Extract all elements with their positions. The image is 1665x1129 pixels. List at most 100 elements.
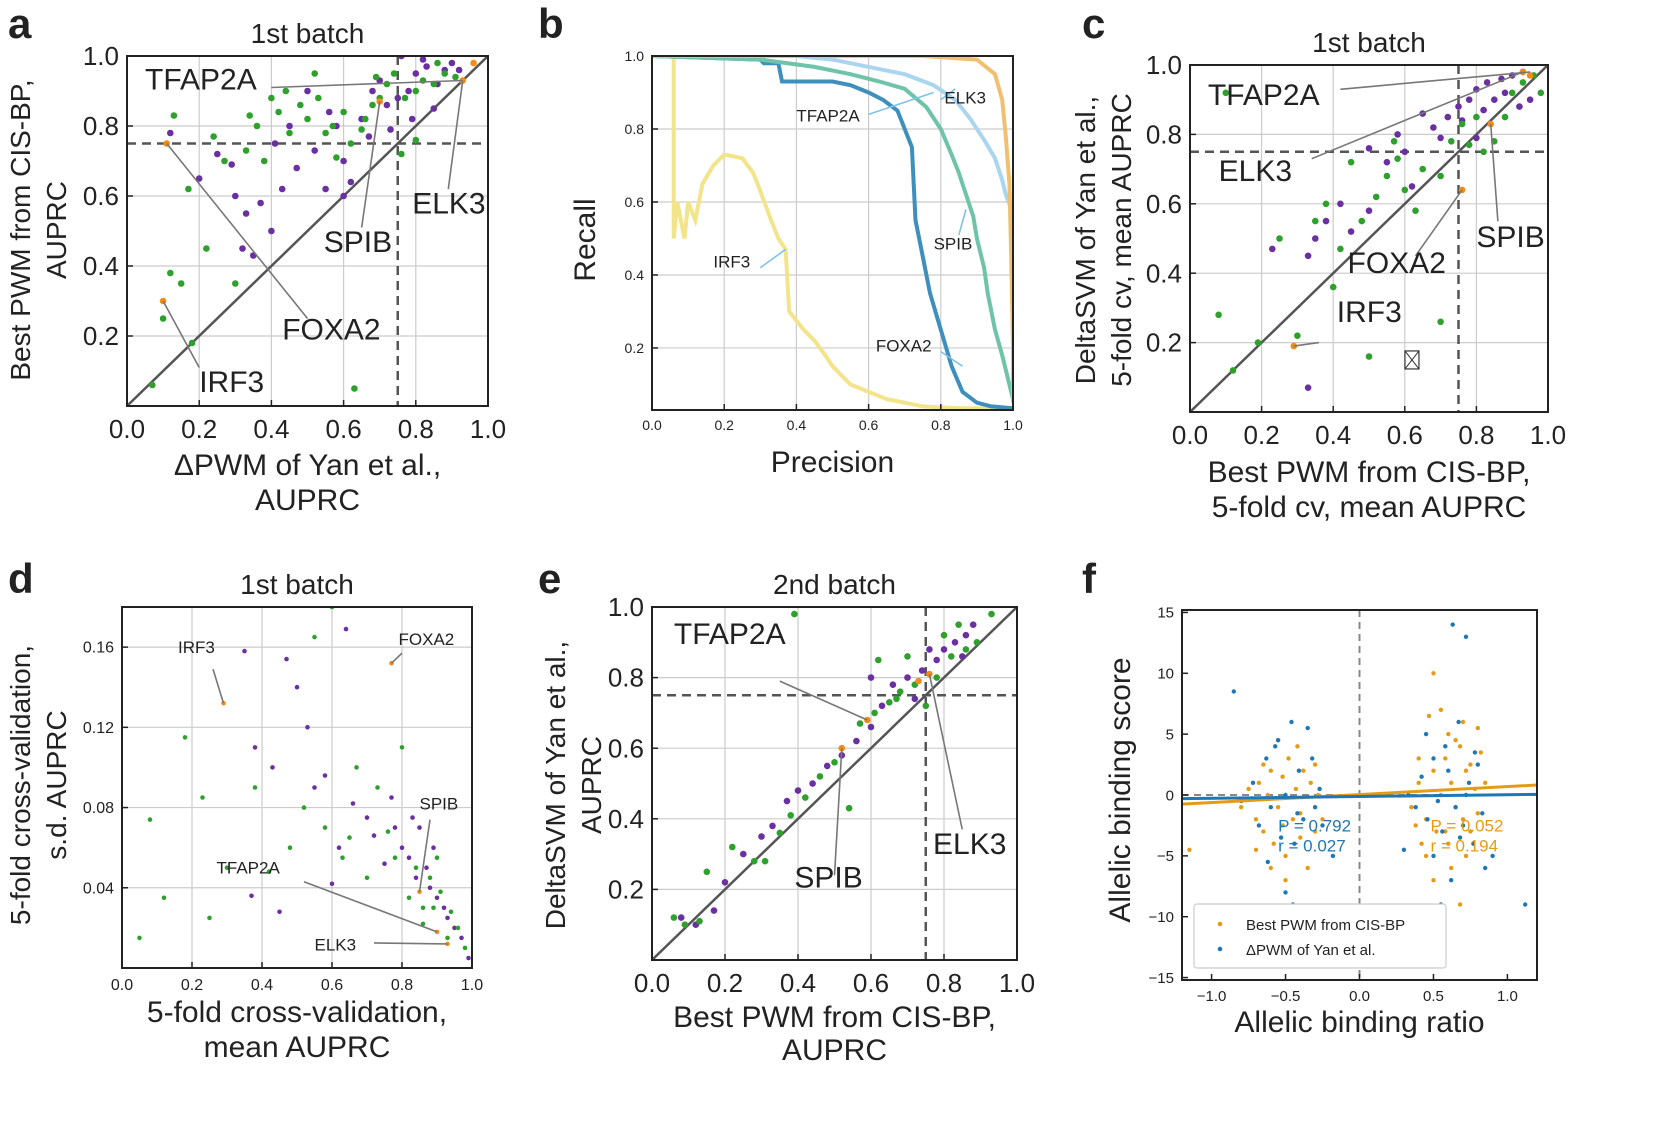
data-point bbox=[1239, 805, 1244, 810]
x-axis-label: Best PWM from CIS-BP, bbox=[1208, 456, 1531, 489]
x-tick-label: 0.4 bbox=[780, 968, 816, 998]
data-point bbox=[809, 780, 816, 787]
data-point bbox=[293, 164, 301, 172]
annotation-leader bbox=[212, 668, 225, 704]
data-point bbox=[1480, 148, 1487, 156]
data-point bbox=[445, 915, 450, 921]
data-point bbox=[962, 646, 970, 653]
y-tick-label: 0.16 bbox=[83, 640, 114, 657]
annotation-label: ELK3 bbox=[933, 828, 1006, 861]
annotation-label: TFAP2A bbox=[1208, 79, 1320, 112]
x-tick-label: 0.6 bbox=[853, 968, 889, 998]
data-point bbox=[392, 855, 398, 860]
data-point bbox=[1296, 768, 1302, 773]
y-tick-label: 0.04 bbox=[83, 880, 114, 897]
data-point bbox=[783, 797, 791, 805]
data-point bbox=[207, 915, 212, 921]
data-point bbox=[200, 795, 205, 800]
axes-frame bbox=[121, 606, 473, 969]
data-point bbox=[1305, 865, 1310, 871]
data-point bbox=[1501, 89, 1509, 97]
data-point bbox=[729, 843, 736, 851]
data-point bbox=[1419, 165, 1426, 173]
data-point bbox=[167, 129, 174, 137]
data-point bbox=[347, 140, 355, 147]
data-point bbox=[322, 825, 328, 830]
data-point bbox=[369, 101, 376, 109]
data-point bbox=[867, 723, 875, 731]
x-tick-label: 0.2 bbox=[714, 417, 734, 433]
data-point bbox=[252, 745, 258, 750]
y-tick-label: 0.4 bbox=[1146, 258, 1182, 288]
data-point bbox=[1455, 103, 1462, 110]
data-point bbox=[1457, 902, 1463, 907]
data-point bbox=[423, 63, 430, 70]
data-point bbox=[1271, 841, 1276, 846]
data-point bbox=[149, 381, 156, 389]
y-tick-label: 0.08 bbox=[83, 800, 114, 817]
data-point bbox=[427, 885, 433, 891]
data-point bbox=[329, 122, 337, 130]
marker-box-cross bbox=[1404, 350, 1420, 370]
data-point bbox=[1490, 853, 1495, 859]
data-point bbox=[431, 845, 436, 850]
data-point bbox=[1256, 780, 1262, 785]
data-point bbox=[412, 87, 420, 95]
data-point bbox=[1446, 841, 1451, 846]
data-point bbox=[369, 87, 376, 95]
data-point bbox=[1475, 762, 1481, 767]
data-point bbox=[1508, 89, 1516, 97]
panel-letter: b bbox=[538, 0, 564, 47]
y-tick-label: 0.6 bbox=[83, 181, 119, 211]
x-tick-label: 0.4 bbox=[787, 417, 807, 433]
data-point bbox=[340, 157, 347, 165]
data-point bbox=[1301, 817, 1306, 822]
y-tick-label: 0.8 bbox=[625, 121, 645, 137]
data-point bbox=[1446, 768, 1451, 773]
data-point bbox=[253, 122, 261, 130]
annotation-label: FOXA2 bbox=[282, 314, 380, 347]
data-point bbox=[390, 70, 398, 77]
data-point bbox=[951, 639, 959, 646]
data-point bbox=[1222, 89, 1230, 97]
data-point bbox=[413, 875, 419, 881]
data-point bbox=[311, 147, 319, 154]
annotation-label: FOXA2 bbox=[1348, 247, 1446, 280]
data-point bbox=[1295, 811, 1300, 816]
data-point bbox=[1401, 186, 1409, 194]
data-point bbox=[424, 865, 429, 870]
data-point bbox=[459, 935, 464, 941]
data-point bbox=[438, 889, 443, 895]
data-point bbox=[343, 626, 349, 632]
data-point bbox=[940, 646, 948, 653]
data-point bbox=[364, 875, 370, 881]
plot-area bbox=[122, 607, 472, 968]
data-point bbox=[417, 825, 422, 830]
data-point bbox=[791, 610, 798, 618]
data-point bbox=[430, 105, 438, 112]
data-point bbox=[776, 829, 784, 837]
data-point bbox=[1437, 172, 1444, 180]
data-point bbox=[242, 648, 247, 654]
data-point bbox=[1457, 744, 1463, 749]
data-point bbox=[1416, 756, 1421, 761]
data-point bbox=[893, 695, 900, 703]
annotation-label: IRF3 bbox=[178, 638, 215, 657]
data-point bbox=[1475, 811, 1481, 816]
axes-frame bbox=[651, 55, 1014, 411]
data-point bbox=[1280, 774, 1285, 779]
stat-text: r = 0.027 bbox=[1278, 837, 1346, 856]
y-tick-label: 0 bbox=[1166, 787, 1174, 804]
data-point bbox=[270, 765, 275, 770]
x-axis-label: AUPRC bbox=[255, 484, 360, 517]
x-tick-label: 0.6 bbox=[321, 977, 343, 994]
data-point bbox=[1449, 865, 1454, 871]
data-point bbox=[940, 631, 948, 639]
data-point bbox=[239, 245, 246, 252]
data-point bbox=[871, 709, 878, 717]
data-point bbox=[1437, 134, 1444, 142]
data-point bbox=[1295, 744, 1300, 749]
data-point bbox=[1450, 622, 1455, 627]
data-point bbox=[1312, 235, 1319, 242]
